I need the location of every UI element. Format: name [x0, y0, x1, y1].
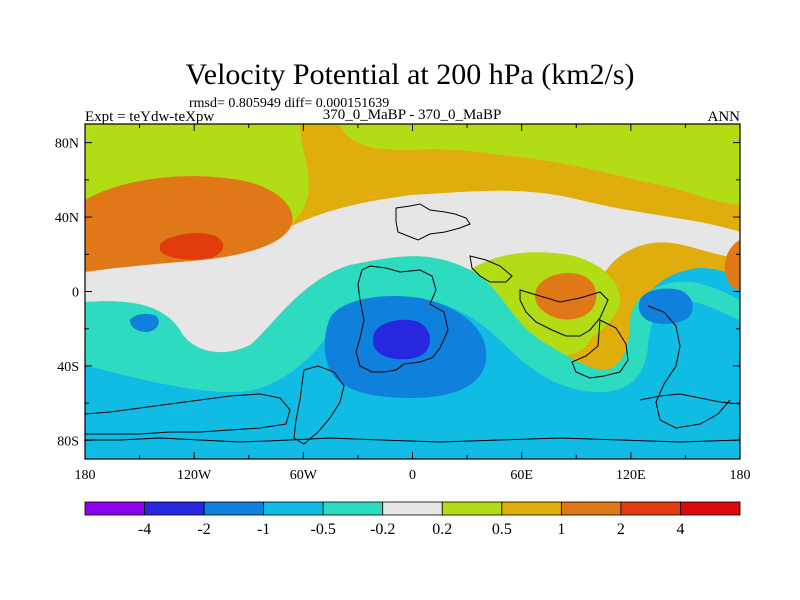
subtitle-right: ANN — [708, 109, 741, 125]
colorbar-label: -2 — [197, 521, 210, 538]
chart-title: Velocity Potential at 200 hPa (km2/s) — [185, 58, 634, 91]
north-pacific-core — [160, 233, 224, 260]
colorbar-swatch — [560, 501, 622, 516]
stats-label: rmsd= 0.805949 diff= 0.000151639 — [189, 96, 389, 111]
y-tick-label: 80S — [57, 434, 79, 449]
coastlines — [85, 203, 740, 445]
west-pacific-low — [130, 313, 159, 332]
y-tick-label: 40N — [55, 211, 79, 226]
coastline-antarctica-west — [85, 393, 291, 435]
coastline-east-pacific — [647, 305, 731, 429]
y-tick-label: 80N — [55, 137, 79, 152]
colorbar-label: -0.5 — [311, 521, 336, 538]
x-tick-label: 60W — [290, 468, 318, 483]
y-tick-label: 40S — [57, 360, 79, 375]
x-tick-label: 60E — [510, 468, 533, 483]
subtitle-center: 370_0_MaBP - 370_0_MaBP — [323, 107, 502, 123]
colorbar-swatch — [322, 501, 384, 516]
colorbar-swatch — [382, 501, 443, 516]
atlantic-low-core — [373, 319, 431, 360]
x-tick-label: 180 — [75, 468, 96, 483]
x-tick-label: 0 — [409, 468, 416, 483]
coastline-south-asia — [519, 289, 609, 337]
contour-map — [85, 124, 740, 459]
x-tick-label: 180 — [730, 468, 751, 483]
y-tick-label: 0 — [72, 286, 79, 301]
north-pacific-high — [85, 176, 293, 272]
eastern-edge-high — [724, 240, 740, 290]
coastline-arabia — [469, 255, 513, 283]
coastline-south-america — [293, 365, 345, 445]
colorbar-swatch — [263, 501, 324, 516]
colorbar-label: 2 — [617, 521, 625, 538]
coastline-west-africa — [355, 265, 449, 373]
colorbar-swatch — [144, 501, 205, 516]
axes: 180 120W 60W 0 60E 120E 180 80N 40N 0 40S 80S — [55, 124, 751, 483]
coastline-east-asia — [571, 319, 629, 379]
coastline-antarctica-east — [639, 393, 740, 405]
colorbar-swatch — [84, 501, 145, 516]
x-tick-label: 120W — [177, 468, 212, 483]
coastline-antarctica-bottom — [85, 437, 740, 443]
colorbar-swatch — [203, 501, 265, 516]
colorbar-swatch — [441, 501, 503, 516]
subtitle-left: Expt = teYdw-teXpw — [85, 109, 214, 125]
colorbar-label: 1 — [557, 521, 565, 538]
colorbar-label: -0.2 — [370, 521, 395, 538]
colorbar-swatch — [620, 501, 681, 516]
colorbar-swatch — [501, 501, 562, 516]
colorbar-label: 0.2 — [432, 521, 452, 538]
colorbar-swatch — [680, 501, 741, 516]
pacific-low — [638, 288, 693, 324]
colorbar-label: -1 — [257, 521, 270, 538]
coastline-north-africa — [395, 203, 471, 241]
x-tick-label: 120E — [616, 468, 646, 483]
colorbar-label: 4 — [676, 521, 684, 538]
colorbar-label: 0.5 — [492, 521, 512, 538]
tropical-teal-band-fill — [85, 256, 740, 393]
indian-ocean-high — [534, 272, 597, 320]
colorbar: -4 -2 -1 -0.5 -0.2 0.2 0.5 1 2 4 — [84, 501, 741, 538]
colorbar-label: -4 — [138, 521, 151, 538]
